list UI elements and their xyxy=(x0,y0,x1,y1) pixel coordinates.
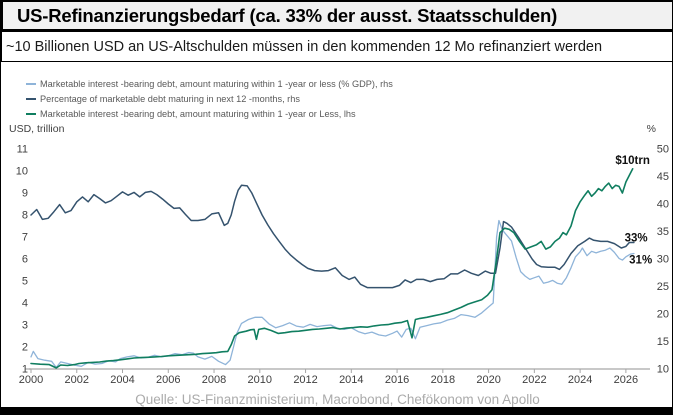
legend-line-swatch xyxy=(26,82,36,85)
series-line-gdp-share xyxy=(30,219,635,369)
right-tick-label: 45 xyxy=(657,171,669,183)
annotation-10trn: $10trn xyxy=(615,155,650,167)
right-tick-label: 25 xyxy=(657,281,669,293)
legend-item-label: Marketable interest -bearing debt, amoun… xyxy=(40,78,393,89)
legend-item: Marketable interest -bearing debt, amoun… xyxy=(26,106,393,121)
left-tick-label: 3 xyxy=(22,320,28,332)
series-line-maturing-1y-amount xyxy=(30,168,634,369)
legend-item-label: Marketable interest -bearing debt, amoun… xyxy=(40,108,356,119)
legend: Marketable interest -bearing debt, amoun… xyxy=(26,76,393,121)
x-tick-label: 2016 xyxy=(385,374,409,386)
x-tick-label: 2022 xyxy=(522,374,546,386)
left-tick-label: 4 xyxy=(22,298,28,310)
subtitle-text: ~10 Billionen USD an US-Altschulden müss… xyxy=(6,38,603,55)
x-tick-label: 2010 xyxy=(248,374,272,386)
legend-line-swatch xyxy=(26,97,36,100)
title-bar: US-Refinanzierungsbedarf (ca. 33% der au… xyxy=(1,0,672,31)
left-tick-label: 5 xyxy=(22,276,28,288)
x-tick-label: 2002 xyxy=(65,374,89,386)
x-tick-label: 2018 xyxy=(431,374,455,386)
right-tick-label: 15 xyxy=(657,336,669,348)
subtitle-bar: ~10 Billionen USD an US-Altschulden müss… xyxy=(1,31,672,62)
x-tick-label: 2012 xyxy=(293,374,317,386)
x-tick-label: 2020 xyxy=(476,374,500,386)
legend-line-swatch xyxy=(26,112,36,115)
page-title: US-Refinanzierungsbedarf (ca. 33% der au… xyxy=(17,4,558,26)
left-axis-title: USD, trillion xyxy=(9,123,65,135)
right-tick-label: 30 xyxy=(657,254,669,266)
right-tick-label: 20 xyxy=(657,309,669,321)
source-attribution: Quelle: US-Finanzministerium, Macrobond,… xyxy=(135,392,540,407)
right-tick-label: 10 xyxy=(657,364,669,376)
x-tick-label: 2024 xyxy=(568,374,592,386)
x-tick-label: 2006 xyxy=(156,374,180,386)
x-tick-label: 2026 xyxy=(614,374,638,386)
left-tick-label: 6 xyxy=(22,254,28,266)
x-tick-label: 2014 xyxy=(339,374,363,386)
bottom-black-bar xyxy=(1,407,672,415)
left-tick-label: 1 xyxy=(22,364,28,376)
right-axis-title: % xyxy=(646,123,656,135)
annotation-31pct: 31% xyxy=(629,255,652,267)
legend-item-label: Percentage of marketable debt maturing i… xyxy=(40,93,300,104)
left-tick-label: 7 xyxy=(22,232,28,244)
series-line-maturing-12m-share xyxy=(30,184,635,289)
x-tick-label: 2008 xyxy=(202,374,226,386)
left-tick-label: 10 xyxy=(16,166,28,178)
legend-item: Percentage of marketable debt maturing i… xyxy=(26,91,393,106)
left-tick-label: 9 xyxy=(22,188,28,200)
x-tick-label: 2004 xyxy=(110,374,134,386)
left-tick-label: 8 xyxy=(22,210,28,222)
annotation-33pct: 33% xyxy=(625,233,648,245)
right-tick-label: 50 xyxy=(657,144,669,156)
left-tick-label: 2 xyxy=(22,342,28,354)
right-tick-label: 40 xyxy=(657,199,669,211)
x-tick-label: 2000 xyxy=(19,374,43,386)
right-tick-label: 35 xyxy=(657,226,669,238)
legend-item: Marketable interest -bearing debt, amoun… xyxy=(26,76,393,91)
left-tick-label: 11 xyxy=(17,144,28,156)
